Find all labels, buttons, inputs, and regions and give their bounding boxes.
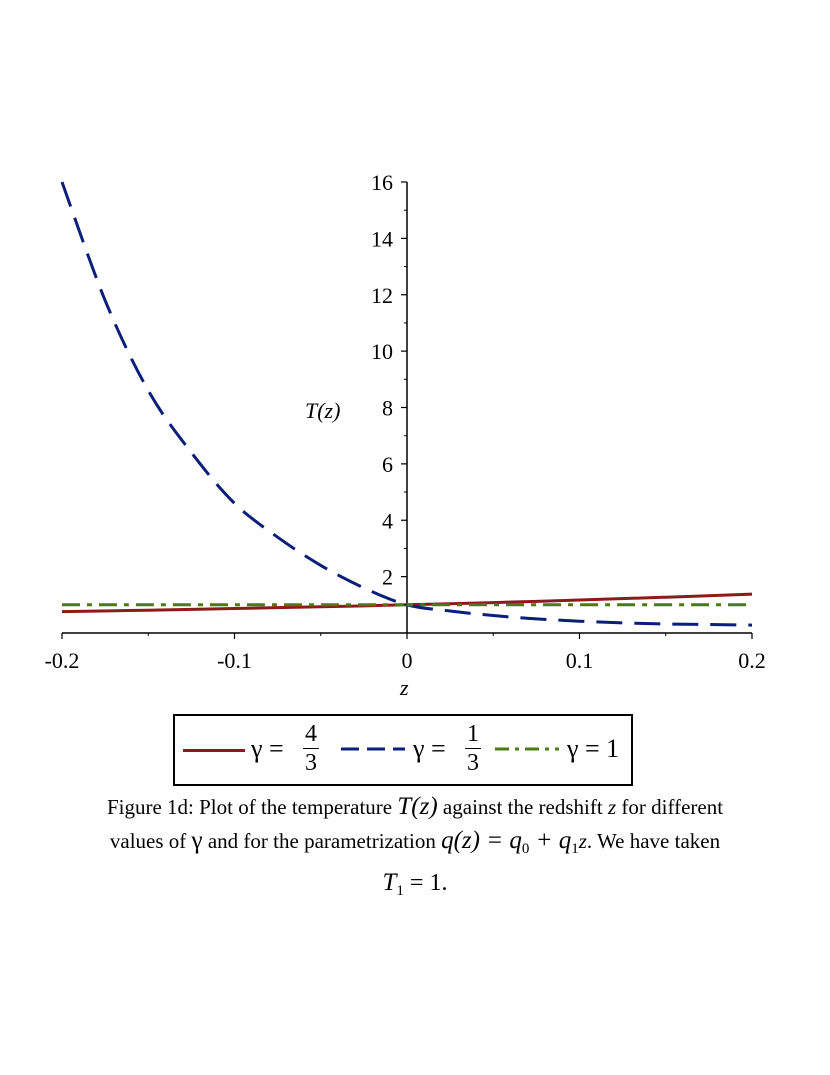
legend-fraction: 4 3 (303, 720, 319, 777)
y-axis-label: T(z) (305, 398, 340, 423)
y-tick-label: 8 (382, 396, 393, 421)
caption-math-Tz: T(z) (397, 793, 438, 820)
caption-text: for different (616, 795, 724, 819)
x-tick-label: -0.2 (45, 648, 80, 673)
figure-caption: Figure 1d: Plot of the temperature T(z) … (20, 790, 810, 908)
fraction-denominator: 3 (305, 750, 317, 776)
legend-line-dashdot (495, 747, 559, 751)
y-tick-label: 10 (371, 339, 393, 364)
caption-math-gamma: γ (191, 827, 203, 854)
x-axis-label: z (399, 675, 409, 700)
caption-math-T1: T (382, 869, 397, 897)
fraction-numerator: 4 (303, 721, 319, 749)
x-tick-label: 0 (402, 648, 413, 673)
y-tick-label: 2 (382, 565, 393, 590)
legend-line-solid (183, 749, 245, 752)
legend-label: γ = 1 (567, 734, 620, 763)
caption-text: . We have taken (586, 829, 721, 853)
y-tick-label: 4 (382, 508, 393, 533)
y-tick-label: 16 (371, 170, 393, 195)
legend: γ = 4 3 γ = 1 3 γ = 1 (173, 714, 633, 786)
caption-text: values of (109, 829, 192, 853)
caption-math-z: z (607, 795, 617, 819)
legend-prefix: γ = (251, 734, 284, 763)
x-tick-label: 0.2 (738, 648, 766, 673)
legend-fraction: 1 3 (465, 720, 481, 777)
tick-layer: -0.2 -0.1 0 0.1 0.2 2 4 6 8 10 12 14 16 (45, 170, 766, 673)
caption-math-q: q(z) = q (441, 827, 522, 854)
caption-math-q1: + q (529, 827, 572, 854)
caption-line-1: Figure 1d: Plot of the temperature T(z) … (20, 790, 810, 824)
caption-text: Figure 1d: Plot of the temperature (106, 795, 398, 819)
caption-subscript: 0 (521, 841, 530, 858)
y-tick-label: 12 (371, 283, 393, 308)
caption-text: and for the parametrization (202, 829, 442, 853)
series-line-2 (60, 181, 753, 627)
y-tick-label: 14 (371, 226, 393, 251)
caption-line-2: values of γ and for the parametrization … (20, 824, 810, 866)
fraction-numerator: 1 (465, 721, 481, 749)
caption-math-z: z (578, 829, 587, 853)
fraction-denominator: 3 (467, 750, 479, 776)
temperature-plot: -0.2 -0.1 0 0.1 0.2 2 4 6 8 10 12 14 16 T(z) z (45, 170, 766, 700)
caption-text: = 1. (403, 870, 448, 897)
legend-item-gamma-4-3: γ = 4 3 (175, 716, 345, 784)
legend-item-gamma-1: γ = 1 (493, 716, 631, 784)
caption-subscript: 1 (396, 883, 404, 900)
caption-line-3: T1 = 1. (20, 866, 810, 908)
caption-subscript: 1 (571, 841, 579, 858)
x-tick-label: 0.1 (566, 648, 594, 673)
x-tick-label: -0.1 (217, 648, 252, 673)
caption-text: against the redshift (437, 795, 608, 819)
legend-prefix: γ = (413, 734, 446, 763)
legend-line-dashed (341, 747, 405, 751)
y-tick-label: 6 (382, 452, 393, 477)
legend-item-gamma-1-3: γ = 1 3 (339, 716, 499, 784)
